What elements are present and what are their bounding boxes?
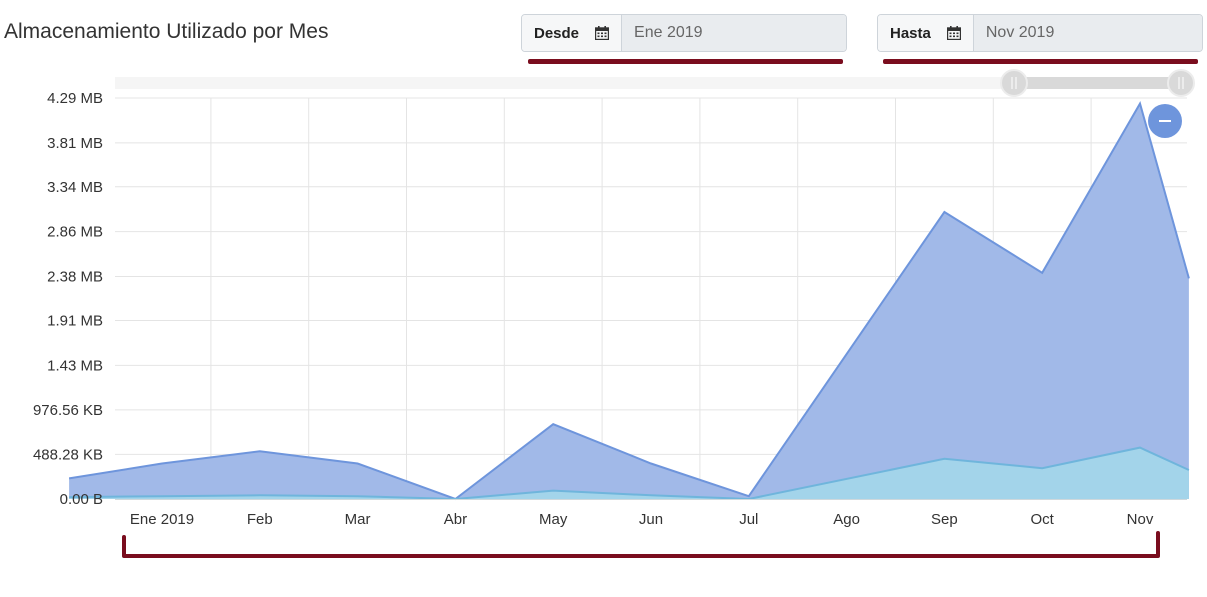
y-tick-label: 4.29 MB (47, 90, 103, 107)
calendar-icon[interactable] (946, 26, 961, 40)
to-date-label: Hasta (890, 24, 931, 42)
y-tick-label: 3.81 MB (47, 135, 103, 152)
x-tick-label: Feb (247, 511, 273, 528)
x-tick-label: Mar (345, 511, 371, 528)
zoom-out-button[interactable] (1148, 104, 1182, 138)
y-axis: 0.00 B 488.28 KB 976.56 KB 1.43 MB 1.91 MB 2.… (33, 90, 103, 508)
x-tick-label: May (539, 511, 568, 528)
series-total-line (68, 101, 1190, 501)
x-tick-label: Ene 2019 (130, 511, 194, 528)
calendar-icon[interactable] (595, 26, 610, 40)
range-slider-selection[interactable] (1014, 77, 1182, 89)
from-date-label: Desde (534, 24, 580, 42)
range-slider-track[interactable] (115, 77, 1183, 89)
y-tick-label: 2.38 MB (47, 269, 103, 286)
series-used-area (69, 447, 1189, 499)
y-tick-label: 0.00 B (60, 491, 103, 508)
series-used-line (69, 446, 1190, 501)
y-tick-label: 488.28 KB (33, 446, 103, 463)
from-date-picker[interactable]: Desde Ene 2019 (521, 14, 847, 52)
x-tick-label: Nov (1127, 511, 1154, 528)
range-slider-handle-start[interactable] (1000, 69, 1028, 97)
x-axis-range-bracket (122, 531, 1160, 558)
x-tick-label: Sep (931, 511, 958, 528)
y-tick-label: 2.86 MB (47, 224, 103, 241)
to-date-input[interactable]: Nov 2019 (973, 15, 1202, 51)
x-tick-label: Ago (833, 511, 860, 528)
chart-title: Almacenamiento Utilizado por Mes (4, 20, 329, 43)
series-layer (68, 101, 1190, 501)
y-tick-label: 1.91 MB (47, 312, 103, 329)
range-slider[interactable] (115, 69, 1195, 97)
from-date-input[interactable]: Ene 2019 (622, 15, 846, 51)
from-date-underline (528, 59, 843, 64)
y-tick-label: 3.34 MB (47, 179, 103, 196)
x-tick-label: Jun (639, 511, 663, 528)
x-tick-label: Oct (1031, 511, 1055, 528)
y-tick-label: 976.56 KB (33, 402, 103, 419)
x-tick-label: Jul (739, 511, 758, 528)
y-tick-label: 1.43 MB (47, 357, 103, 374)
range-slider-handle-end[interactable] (1167, 69, 1195, 97)
series-total-area (69, 103, 1189, 499)
from-date-addon[interactable]: Desde (522, 15, 623, 51)
x-axis: Ene 2019 Feb Mar Abr May Jun Jul Ago Sep Oct Nov (115, 499, 1187, 528)
x-tick-label: Abr (444, 511, 467, 528)
to-date-addon[interactable]: Hasta (878, 15, 974, 51)
to-date-picker[interactable]: Hasta Nov 2019 (877, 14, 1203, 52)
to-date-underline (883, 59, 1198, 64)
